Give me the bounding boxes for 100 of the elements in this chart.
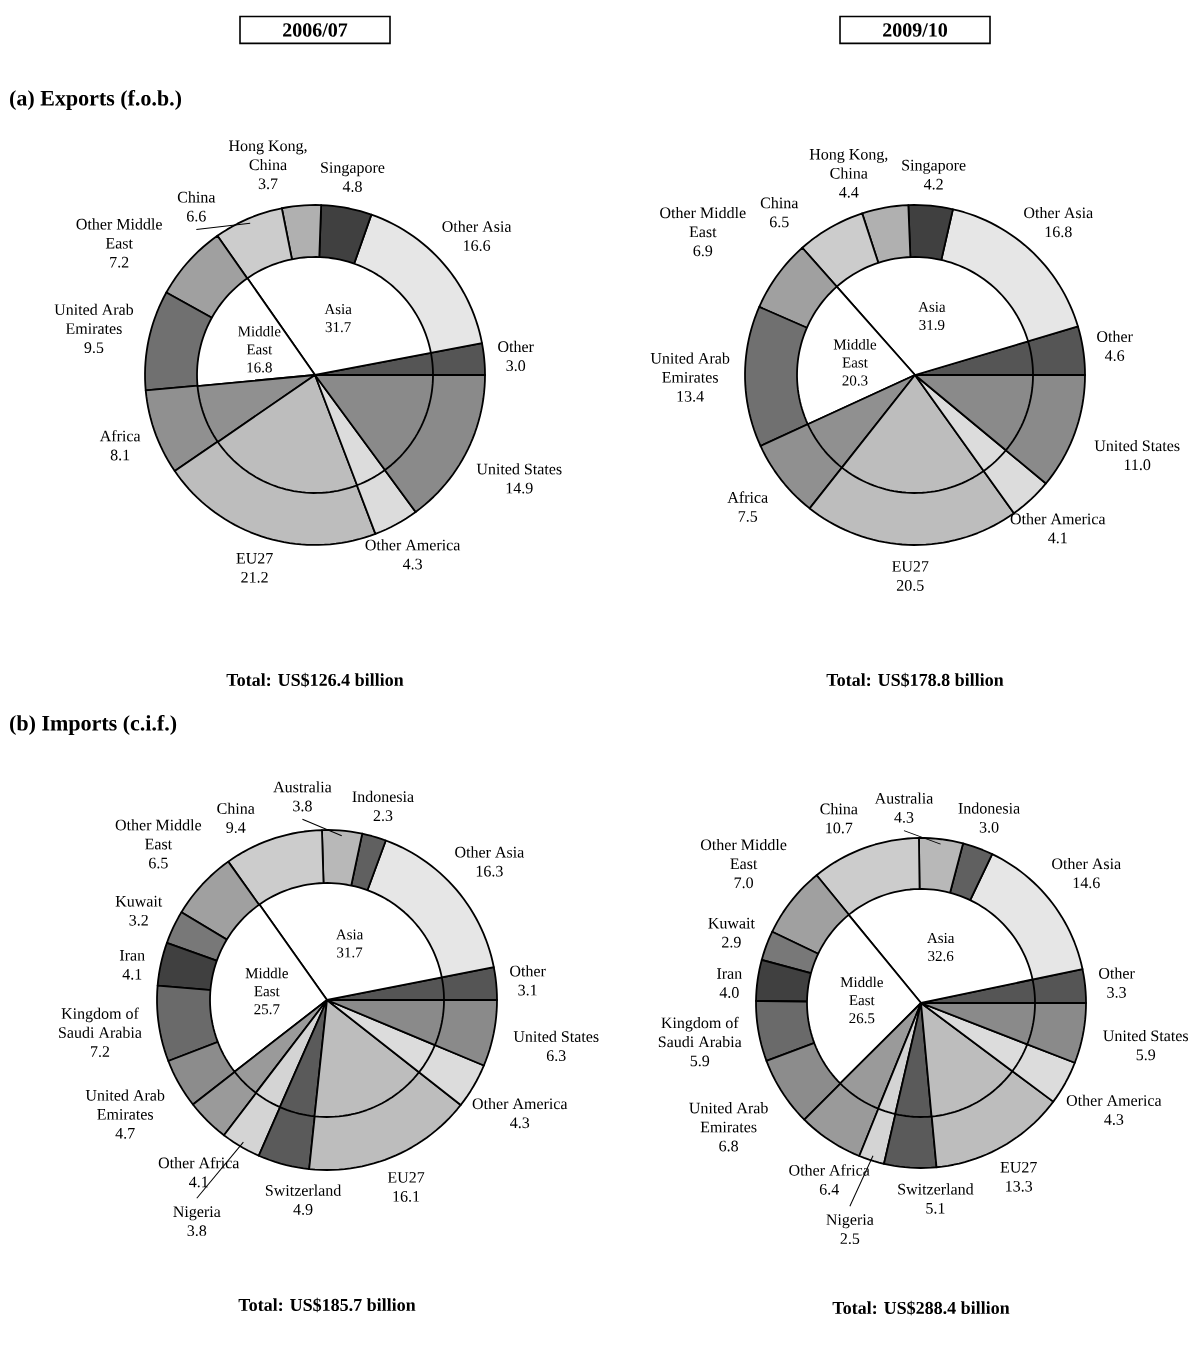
slice-label: China xyxy=(760,197,799,209)
slice-label: Other Asia xyxy=(442,220,512,232)
slice-label: Kuwait xyxy=(708,917,755,929)
text: Total: US$178.8 billion xyxy=(826,672,1004,688)
data-label: 6.3 xyxy=(546,1050,566,1062)
slice-label: Singapore xyxy=(902,159,966,174)
data-label: 4.0 xyxy=(719,987,739,998)
slice-label: China xyxy=(177,191,216,203)
slice-label: Asia xyxy=(927,933,955,944)
chart-subtitle: 2009/10 xyxy=(883,23,948,37)
data-label: 3.8 xyxy=(187,1225,207,1237)
slice-label: Hong Kong, China xyxy=(228,140,307,171)
slice-label: United States xyxy=(1103,1029,1189,1042)
data-label: 6.5 xyxy=(149,857,168,869)
data-label: 2.3 xyxy=(373,810,393,822)
data-label: 11.0 xyxy=(1124,459,1151,471)
slice-label: Other America xyxy=(1010,513,1106,525)
slice-label: United Arab Emirates xyxy=(85,1089,165,1120)
slice-label: EU27 xyxy=(1000,1161,1037,1173)
slice-label: Other xyxy=(1099,967,1135,979)
data-label: 6.9 xyxy=(693,245,713,257)
slice-label: China xyxy=(217,802,255,814)
slice-label: Other xyxy=(498,340,534,353)
data-label: 4.8 xyxy=(342,181,362,192)
slice-label: EU27 xyxy=(892,561,929,572)
data-label: 4.3 xyxy=(1104,1114,1124,1125)
slice-label: Other Asia xyxy=(455,846,525,858)
slice-label: Singapore xyxy=(321,162,385,177)
data-label: 3.2 xyxy=(129,914,148,926)
slice-label: Other America xyxy=(1066,1094,1162,1106)
slice-label: EU27 xyxy=(236,552,273,564)
slice-label: United States xyxy=(1094,439,1180,452)
slice-label: Africa xyxy=(727,491,768,503)
text: Total: US$126.4 billion xyxy=(226,672,404,688)
slice-label: Middle East xyxy=(840,976,883,1006)
slice-label: Other Middle East xyxy=(700,838,787,870)
slice-label: Switzerland xyxy=(898,1183,974,1195)
data-label: 26.5 xyxy=(849,1013,875,1024)
data-label: 14.6 xyxy=(1073,877,1100,889)
slice-label: United Arab Emirates xyxy=(650,352,730,383)
slice-label: China xyxy=(820,803,858,815)
data-label: 10.7 xyxy=(826,822,853,834)
data-label: 7.0 xyxy=(734,877,754,889)
data-label: 3.8 xyxy=(293,800,312,812)
data-label: 4.3 xyxy=(894,811,914,823)
slice-label: Iran xyxy=(717,968,742,979)
data-label: 31.7 xyxy=(337,947,363,958)
data-label: 16.8 xyxy=(247,362,272,373)
data-label: 4.7 xyxy=(115,1128,135,1139)
slice-label: Asia xyxy=(335,929,364,940)
data-label: 31.7 xyxy=(325,322,351,333)
slice-label: Nigeria xyxy=(826,1214,874,1229)
data-label: 4.3 xyxy=(402,558,422,570)
slice-label: Australia xyxy=(273,781,332,793)
slice-label: Other xyxy=(1097,330,1133,342)
slice-label: Other Middle East xyxy=(76,218,162,249)
data-label: 8.1 xyxy=(110,449,130,461)
slice-label: Other America xyxy=(472,1097,568,1110)
data-label: 20.3 xyxy=(842,375,868,386)
data-label: 4.1 xyxy=(189,1176,208,1188)
slice-label: Middle East xyxy=(245,967,288,997)
slice-label: Kuwait xyxy=(115,895,163,907)
data-label: 3.3 xyxy=(1107,986,1126,998)
slice-label: Switzerland xyxy=(265,1184,342,1196)
slice-label: Hong Kong, China xyxy=(809,149,888,179)
slice-label: United States xyxy=(513,1030,599,1043)
slice-label: Other Middle East xyxy=(660,206,746,238)
slice-label: Asia xyxy=(918,301,946,312)
slice-label: Nigeria xyxy=(173,1206,221,1221)
data-label: 7.2 xyxy=(110,256,129,268)
slice-label: Africa xyxy=(99,429,141,442)
data-label: 13.4 xyxy=(677,390,704,402)
slice-label: Indonesia xyxy=(352,790,414,803)
data-label: 2.5 xyxy=(840,1233,860,1245)
data-label: 13.3 xyxy=(1006,1180,1033,1192)
data-label: 9.5 xyxy=(84,342,104,354)
data-label: 7.2 xyxy=(91,1046,110,1058)
data-label: 14.9 xyxy=(506,482,533,494)
text: Total: US$185.7 billion xyxy=(238,1297,416,1313)
data-label: 4.2 xyxy=(923,178,943,190)
chart-title: (a) Exports (f.o.b.) xyxy=(10,89,182,111)
chart-title: (b) Imports (c.i.f.) xyxy=(10,714,177,736)
data-label: 5.9 xyxy=(1136,1049,1156,1061)
data-label: 5.9 xyxy=(690,1055,710,1067)
data-label: 4.9 xyxy=(293,1204,313,1215)
slice-label: Asia xyxy=(324,304,352,315)
text: Total: US$288.4 billion xyxy=(832,1300,1010,1316)
data-label: 4.3 xyxy=(510,1117,530,1129)
data-label: 3.0 xyxy=(979,821,999,833)
data-label: 16.3 xyxy=(476,865,503,877)
slice-label: Kingdom of Saudi Arabia xyxy=(59,1007,142,1038)
data-label: 16.6 xyxy=(464,240,491,252)
data-label: 7.5 xyxy=(738,511,758,522)
slice-label: Indonesia xyxy=(958,802,1020,814)
data-label: 3.1 xyxy=(518,984,537,996)
data-label: 6.8 xyxy=(719,1140,739,1152)
slice-label: Australia xyxy=(874,792,934,804)
data-label: 6.4 xyxy=(819,1183,839,1195)
data-label: 4.1 xyxy=(122,968,142,980)
data-label: 20.5 xyxy=(896,579,924,591)
